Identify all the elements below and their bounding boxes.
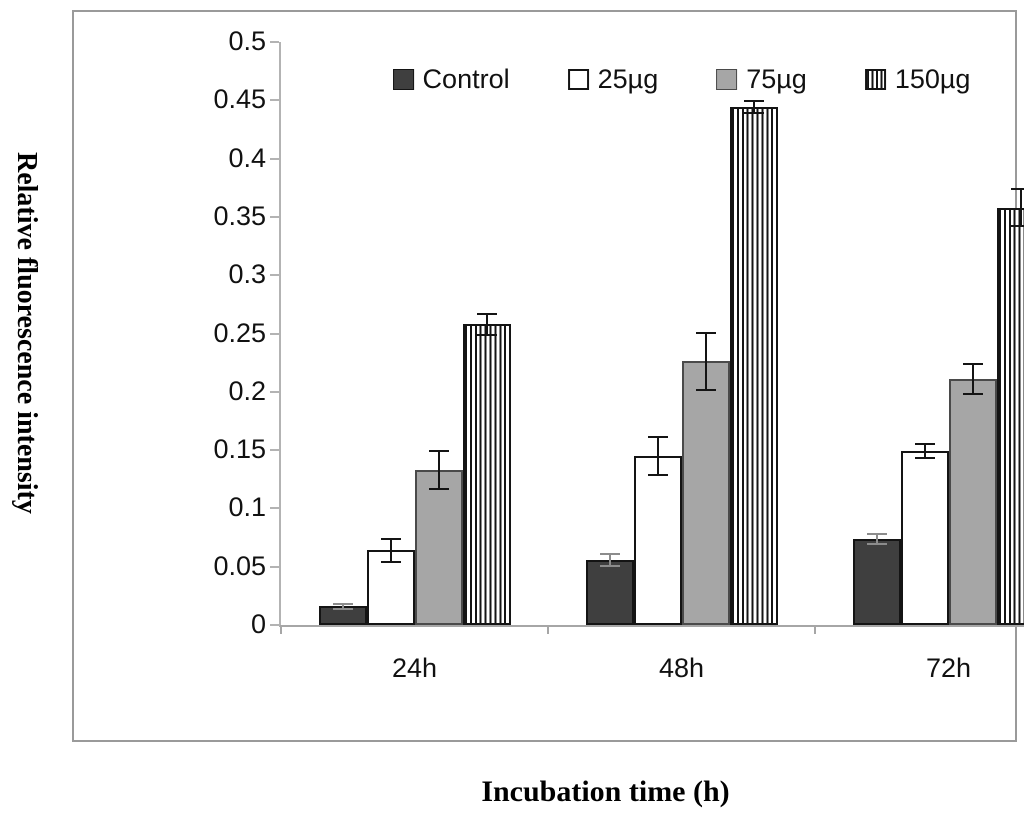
y-axis-tick-label: 0.3	[228, 259, 266, 290]
x-axis-tick	[280, 625, 282, 634]
error-bar-cap	[1010, 187, 1024, 190]
error-bar-cap	[647, 473, 668, 476]
legend-item-0: Control	[392, 64, 510, 95]
error-bar	[875, 532, 878, 545]
plot-area: Control 25µg 75µg 150µg 0 0.05 0.1 0.15 0.2 0.25…	[213, 28, 1024, 683]
error-bar-cap	[647, 436, 668, 439]
error-bar	[752, 100, 755, 115]
x-category-label: 48h	[658, 653, 705, 683]
bar-48h-series-3	[729, 107, 778, 625]
error-bar-cap	[866, 532, 887, 535]
error-bar	[704, 332, 707, 391]
bar-48h-series-0	[585, 559, 634, 625]
error-bar-cap	[380, 537, 401, 540]
error-bar-cap	[332, 602, 353, 605]
legend-swatch-icon	[392, 69, 414, 90]
error-bar-cap	[428, 487, 449, 490]
x-category-label: 72h	[925, 653, 972, 683]
error-bar-cap	[476, 333, 497, 336]
y-axis-tick-label: 0.15	[213, 434, 266, 465]
legend-item-1: 25µg	[567, 64, 659, 95]
y-axis-tick	[270, 274, 279, 277]
error-bar	[341, 602, 344, 610]
legend-item-3: 150µg	[864, 64, 971, 95]
error-bar-cap	[914, 457, 935, 460]
error-bar-cap	[428, 450, 449, 453]
error-bar-cap	[476, 312, 497, 315]
legend-label: Control	[422, 64, 510, 94]
y-axis-tick	[270, 41, 279, 43]
x-axis-tick	[814, 625, 816, 634]
error-bar-cap	[332, 607, 353, 610]
error-bar-cap	[866, 542, 887, 545]
y-axis-tick-label: 0.35	[213, 200, 266, 231]
chart-frame: Control 25µg 75µg 150µg 0 0.05 0.1 0.15 0.2 0.25…	[72, 10, 1024, 742]
y-axis-tick-label: 0.25	[213, 317, 266, 348]
error-bar-cap	[599, 552, 620, 555]
error-bar-cap	[695, 388, 716, 391]
y-axis-tick	[270, 215, 279, 218]
y-axis-tick-label: 0.4	[228, 142, 266, 173]
error-bar-cap	[962, 393, 983, 396]
error-bar-cap	[962, 362, 983, 365]
y-axis-tick	[270, 624, 279, 626]
y-axis-tick	[270, 449, 279, 452]
legend-label: 25µg	[597, 64, 659, 94]
y-axis-tick	[270, 390, 279, 393]
error-bar-cap	[599, 564, 620, 567]
y-axis-tick-label: 0.45	[213, 84, 266, 115]
error-bar-cap	[380, 561, 401, 564]
legend-label: 150µg	[894, 64, 971, 94]
y-axis-tick	[270, 332, 279, 335]
bar-48h-series-1	[633, 455, 682, 625]
x-category-label: 24h	[391, 653, 438, 683]
y-axis-tick-label: 0.5	[228, 26, 266, 56]
y-axis-tick	[270, 99, 279, 102]
legend: Control 25µg 75µg 150µg	[392, 64, 971, 95]
legend-label: 75µg	[746, 64, 807, 94]
x-axis-title: Incubation time (h)	[481, 775, 730, 808]
bar-72h-series-0	[852, 538, 901, 625]
legend-swatch-icon	[716, 69, 738, 90]
error-bar	[608, 552, 611, 567]
error-bar	[485, 312, 488, 336]
error-bar	[437, 450, 440, 490]
bar-24h-series-3	[462, 324, 511, 625]
error-bar-cap	[743, 100, 764, 103]
y-axis-title: Relative fluorescence intensity	[11, 152, 42, 514]
error-bar	[923, 443, 926, 460]
y-axis-tick	[270, 157, 279, 160]
y-axis-tick-label: 0.2	[228, 375, 266, 406]
x-axis-tick	[547, 625, 549, 634]
bar-72h-series-1	[900, 451, 949, 625]
error-bar-cap	[695, 332, 716, 335]
bar-24h-series-2	[414, 469, 463, 625]
error-bar-cap	[914, 443, 935, 446]
legend-swatch-icon	[864, 69, 886, 90]
bar-48h-series-2	[681, 361, 730, 625]
legend-swatch-icon	[567, 69, 589, 90]
error-bar	[1019, 187, 1022, 228]
y-axis-tick-label: 0	[250, 609, 266, 639]
y-axis-tick-label: 0.05	[213, 550, 266, 581]
y-axis-tick	[270, 565, 279, 568]
error-bar-cap	[743, 112, 764, 115]
error-bar	[389, 537, 392, 564]
error-bar	[971, 362, 974, 396]
y-axis-tick-label: 0.1	[228, 492, 266, 523]
error-bar-cap	[1010, 225, 1024, 228]
y-axis-tick	[270, 507, 279, 510]
error-bar	[656, 436, 659, 476]
bar-72h-series-2	[948, 378, 997, 625]
bar-72h-series-3	[996, 207, 1024, 625]
legend-item-2: 75µg	[716, 64, 807, 95]
